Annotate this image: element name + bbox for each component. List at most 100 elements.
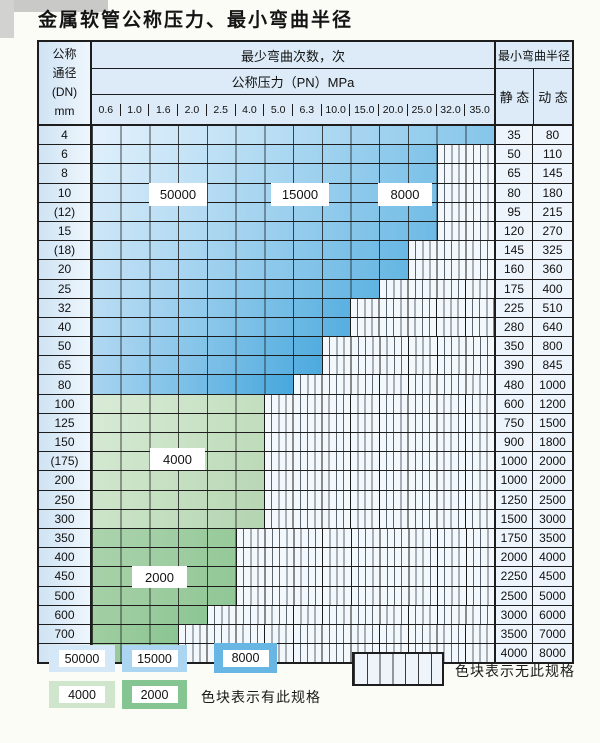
- legend-swatch-4000: 4000: [49, 681, 115, 708]
- table-row: 40 280 640: [39, 317, 573, 338]
- no-spec-hatch-span: [436, 164, 495, 183]
- zone-label-15000: 15000: [271, 183, 329, 206]
- table-row: 350 1750 3500: [39, 528, 573, 549]
- table-row: (175) 1000 2000: [39, 452, 573, 472]
- static-radius-cell: 2500: [494, 586, 534, 605]
- spec-colored-span: [92, 337, 322, 356]
- dn-cell: (18): [39, 241, 92, 260]
- no-spec-hatch-span: [235, 528, 495, 548]
- no-spec-hatch-span: [264, 433, 495, 452]
- table-row: 600 3000 6000: [39, 605, 573, 625]
- spec-colored-span: [92, 298, 351, 317]
- dynamic-radius-cell: 1500: [533, 413, 573, 432]
- no-spec-hatch-span: [264, 471, 495, 490]
- dynamic-radius-cell: 2000: [533, 471, 573, 490]
- dn-cell: 500: [39, 586, 92, 605]
- table-row: (18) 145 325: [39, 241, 573, 261]
- dynamic-radius-cell: 8000: [533, 644, 573, 663]
- static-radius-cell: 750: [494, 413, 534, 432]
- dynamic-radius-cell: 6000: [533, 605, 573, 624]
- scan-artifact-strip: [0, 0, 14, 38]
- dynamic-radius-cell: 145: [533, 164, 573, 183]
- table-row: 300 1500 3000: [39, 509, 573, 529]
- zone-label-50000: 50000: [149, 183, 207, 206]
- static-radius-cell: 2000: [494, 548, 534, 567]
- legend-swatch-2000: 2000: [122, 680, 187, 709]
- dn-cell: 125: [39, 413, 92, 432]
- static-radius-cell: 480: [494, 375, 533, 394]
- dynamic-radius-cell: 4500: [533, 567, 573, 586]
- no-spec-hatch-span: [407, 241, 495, 260]
- dn-cell: 4: [39, 126, 92, 145]
- static-radius-cell: 160: [494, 260, 534, 279]
- spec-colored-span: [92, 164, 437, 183]
- dynamic-radius-cell: 325: [533, 241, 573, 260]
- pressure-values-row: 0.6 1.0 1.6 2.0 2.5 4.0 5.0 6.3 10.0 15.0 20.0 25.0…: [92, 95, 494, 124]
- dynamic-radius-cell: 3500: [533, 528, 573, 548]
- dn-cell: 350: [39, 528, 92, 548]
- dn-cell: 50: [39, 337, 92, 356]
- static-radius-cell: 390: [494, 356, 534, 375]
- no-spec-hatch-span: [350, 298, 495, 317]
- static-radius-cell: 65: [494, 164, 534, 183]
- dynamic-radius-cell: 1000: [533, 375, 572, 394]
- static-radius-cell: 280: [494, 317, 534, 337]
- dn-cell: 700: [39, 624, 92, 644]
- static-radius-cell: 95: [494, 202, 534, 221]
- no-spec-hatch-span: [350, 317, 495, 337]
- spec-colored-span: [92, 490, 265, 509]
- static-radius-cell: 50: [494, 145, 534, 164]
- static-radius-cell: 600: [494, 394, 534, 413]
- no-spec-hatch-span: [293, 375, 494, 394]
- spec-colored-span: [92, 471, 265, 490]
- table-row: 80040008000: [39, 644, 573, 663]
- dynamic-radius-cell: 7000: [533, 624, 573, 644]
- table-row: 4 35 80: [39, 126, 573, 146]
- dn-cell: 20: [39, 260, 92, 279]
- table-row: 125 750 1500: [39, 413, 573, 433]
- spec-colored-span: [92, 317, 351, 337]
- dynamic-radius-cell: 3000: [533, 509, 573, 528]
- spec-colored-span: [92, 433, 265, 452]
- dn-cell: 400: [39, 548, 92, 567]
- spec-colored-span: [92, 279, 380, 298]
- legend-swatch-label: 50000: [59, 650, 105, 667]
- static-radius-cell: 3500: [494, 624, 534, 644]
- dynamic-radius-cell: 360: [533, 260, 573, 279]
- dn-cell: 300: [39, 509, 92, 528]
- spec-colored-span: [92, 605, 207, 624]
- spec-colored-span: [92, 586, 236, 605]
- spec-colored-span: [92, 145, 437, 164]
- table-row: 50 350 800: [39, 337, 573, 357]
- pressure-value-cell: 35.0: [469, 103, 490, 116]
- table-row: 450 2250 4500: [39, 567, 573, 587]
- dn-cell: 32: [39, 298, 92, 317]
- pressure-value-cell: 10.0: [322, 103, 351, 116]
- dn-cell: 250: [39, 490, 92, 509]
- table-header: 公称 通径 (DN) mm 最少弯曲次数，次 最小弯曲半径 公称压力（PN）MPa 静…: [39, 42, 572, 126]
- table-row: 25 175 400: [39, 279, 573, 299]
- no-spec-hatch-span: [235, 548, 495, 567]
- legend-swatch-label: 2000: [131, 686, 178, 703]
- static-radius-cell: 175: [494, 279, 534, 298]
- no-spec-hatch-span: [436, 145, 495, 164]
- dn-header-line: 公称: [52, 47, 77, 61]
- dynamic-radius-cell: 180: [533, 183, 573, 202]
- pressure-value-cell: 20.0: [379, 103, 408, 116]
- spec-colored-span: [92, 375, 293, 394]
- table-row: 150 900 1800: [39, 433, 573, 453]
- zone-label-4000: 4000: [150, 448, 205, 470]
- legend-hatch-swatch: [352, 652, 444, 686]
- dn-cell: 150: [39, 433, 92, 452]
- pressure-value-cell: 25.0: [408, 103, 437, 116]
- dynamic-radius-cell: 845: [533, 356, 573, 375]
- dynamic-radius-cell: 1800: [533, 433, 573, 452]
- spec-table: 公称 通径 (DN) mm 最少弯曲次数，次 最小弯曲半径 公称压力（PN）MPa 静…: [37, 40, 574, 665]
- no-spec-hatch-span: [264, 413, 495, 432]
- dn-cell: 65: [39, 356, 92, 375]
- static-radius-cell: 120: [494, 221, 534, 241]
- dn-cell: 450: [39, 567, 92, 586]
- spec-colored-span: [92, 509, 265, 528]
- zone-label-8000: 8000: [378, 183, 432, 206]
- dynamic-column-header: 动 态: [533, 69, 572, 124]
